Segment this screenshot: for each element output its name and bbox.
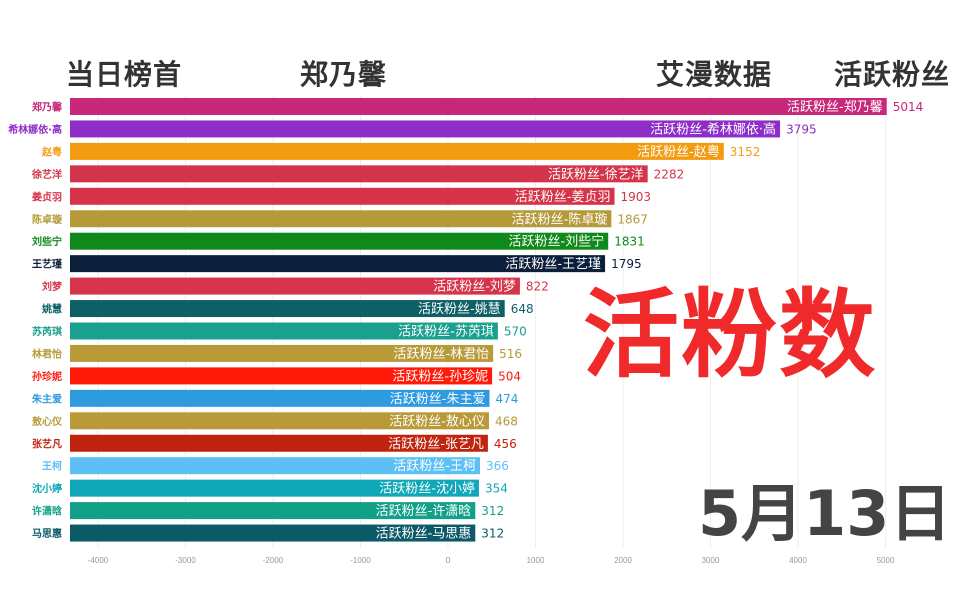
bar-inner-label: 活跃粉丝-沈小婷 <box>379 481 475 497</box>
value-label: 1795 <box>611 257 642 271</box>
bar <box>70 277 520 295</box>
value-label: 312 <box>481 504 504 518</box>
bar-inner-label: 活跃粉丝-王艺瑾 <box>505 257 601 272</box>
value-label: 1903 <box>621 190 652 204</box>
category-label: 郑乃馨 <box>32 101 63 114</box>
bar <box>70 524 476 542</box>
x-tick-label: -4000 <box>88 556 109 565</box>
bar <box>70 187 615 205</box>
category-label: 姜贞羽 <box>32 190 62 203</box>
bar <box>70 210 612 228</box>
category-label: 孙珍妮 <box>32 370 62 383</box>
x-tick-label: 0 <box>446 556 451 565</box>
value-label: 1867 <box>617 212 648 226</box>
value-label: 456 <box>494 437 517 451</box>
bar <box>70 344 494 362</box>
category-label: 沈小婷 <box>32 482 62 495</box>
category-label: 林君怡 <box>32 347 62 360</box>
category-label: 陈卓璇 <box>32 213 63 226</box>
bar-inner-label: 活跃粉丝-敖心仪 <box>389 413 485 429</box>
value-label: 570 <box>504 325 527 339</box>
bar-inner-label: 活跃粉丝-徐艺洋 <box>548 167 644 182</box>
bar-inner-label: 活跃粉丝-姜贞羽 <box>515 190 611 205</box>
value-label: 354 <box>485 482 508 496</box>
bar-inner-label: 活跃粉丝-陈卓璇 <box>512 211 608 227</box>
category-label: 赵粤 <box>41 145 62 158</box>
x-tick-label: -2000 <box>263 556 284 565</box>
bar <box>70 300 505 318</box>
x-tick-label: 3000 <box>702 556 720 565</box>
bar <box>70 98 887 115</box>
bar-inner-label: 活跃粉丝-郑乃馨 <box>787 99 883 115</box>
category-label: 苏芮琪 <box>32 325 62 338</box>
value-label: 3152 <box>730 145 761 159</box>
category-label: 马思惠 <box>32 527 62 540</box>
overlay-title: 活粉数 <box>583 279 877 391</box>
x-tick-label: 5000 <box>877 556 895 565</box>
bar-inner-label: 活跃粉丝-苏芮琪 <box>398 324 494 340</box>
top-name: 郑乃馨 <box>300 58 388 91</box>
x-tick-label: 2000 <box>614 556 632 565</box>
bar-inner-label: 活跃粉丝-许潇晗 <box>376 503 472 519</box>
category-label: 刘梦 <box>42 280 63 293</box>
bar <box>70 120 781 138</box>
data-source: 艾漫数据 <box>656 58 773 91</box>
bar-inner-label: 活跃粉丝-马思惠 <box>376 527 472 542</box>
value-label: 648 <box>511 302 534 316</box>
x-tick-label: -3000 <box>175 556 196 565</box>
metric-label: 活跃粉丝 <box>834 58 951 91</box>
bar-inner-label: 活跃粉丝-王柯 <box>393 459 476 474</box>
value-label: 5014 <box>893 100 924 114</box>
bar-inner-label: 活跃粉丝-姚慧 <box>418 301 501 317</box>
category-label: 希林娜依·高 <box>7 123 62 136</box>
bar-inner-label: 活跃粉丝-孙珍妮 <box>392 369 488 384</box>
bar <box>70 389 490 407</box>
x-tick-label: 1000 <box>527 556 545 565</box>
value-label: 366 <box>486 459 509 473</box>
bar-inner-label: 活跃粉丝-希林娜依·高 <box>650 121 776 137</box>
x-tick-label: 4000 <box>789 556 807 565</box>
value-label: 468 <box>495 414 518 428</box>
date-label: 5月13日 <box>698 477 952 550</box>
bar-inner-label: 活跃粉丝-刘梦 <box>433 280 516 295</box>
value-label: 822 <box>526 280 549 294</box>
bar <box>70 457 481 475</box>
bar-inner-label: 活跃粉丝-赵粤 <box>637 144 720 160</box>
category-label: 许潇晗 <box>32 505 62 518</box>
category-label: 徐艺洋 <box>31 168 62 181</box>
value-label: 2282 <box>654 167 685 181</box>
bar-inner-label: 活跃粉丝-朱主爱 <box>390 392 486 407</box>
value-label: 516 <box>499 347 522 361</box>
bar <box>70 367 493 385</box>
category-label: 刘些宁 <box>32 235 62 248</box>
bar <box>70 255 606 273</box>
category-label: 朱主爱 <box>32 392 62 405</box>
bar <box>70 142 724 160</box>
value-label: 504 <box>498 369 521 383</box>
bar <box>70 322 498 340</box>
bar <box>70 412 489 430</box>
category-label: 姚慧 <box>41 303 62 316</box>
value-label: 312 <box>481 527 504 541</box>
category-label: 敖心仪 <box>32 415 63 428</box>
category-label: 王柯 <box>42 460 62 473</box>
bar <box>70 232 609 250</box>
value-label: 474 <box>495 392 518 406</box>
category-label: 王艺瑾 <box>32 258 62 271</box>
top-label: 当日榜首 <box>66 58 183 91</box>
category-label: 张艺凡 <box>32 437 62 450</box>
bar-inner-label: 活跃粉丝-张艺凡 <box>388 437 484 452</box>
value-label: 3795 <box>786 122 817 136</box>
bar <box>70 434 488 452</box>
bar <box>70 165 648 183</box>
value-label: 1831 <box>614 235 645 249</box>
bar <box>70 479 479 497</box>
bar-inner-label: 活跃粉丝-刘些宁 <box>509 234 605 250</box>
x-tick-label: -1000 <box>350 556 371 565</box>
bar-inner-label: 活跃粉丝-林君怡 <box>393 347 489 362</box>
bar <box>70 502 476 520</box>
